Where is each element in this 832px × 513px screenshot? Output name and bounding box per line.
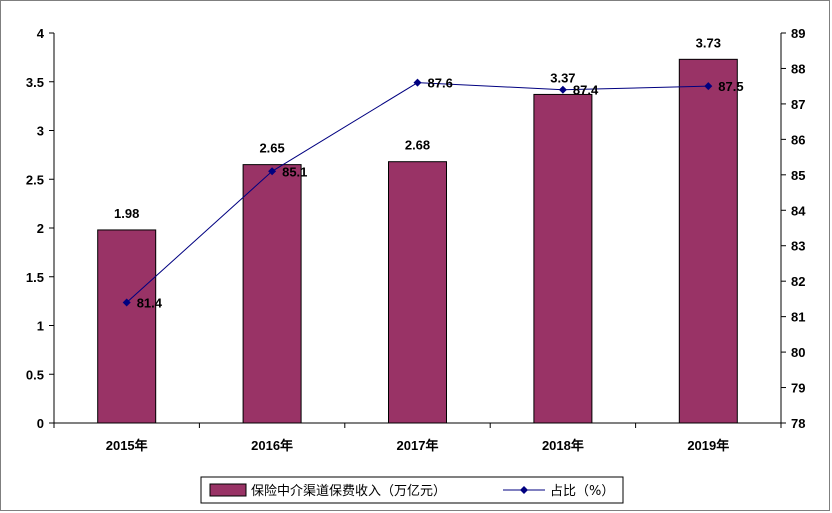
bar-value-label: 2.68 <box>405 138 430 153</box>
bar <box>97 229 157 424</box>
line-point <box>704 82 713 91</box>
y-right-tick-label: 79 <box>791 381 805 396</box>
y-right-tick-label: 81 <box>791 310 805 325</box>
x-tick-label: 2015年 <box>106 438 148 453</box>
y-left-tick-label: 0.5 <box>26 367 44 382</box>
bar <box>388 161 447 424</box>
y-right-tick-label: 86 <box>791 132 805 147</box>
y-left-tick-label: 1 <box>37 319 44 334</box>
y-right-tick-label: 87 <box>791 97 805 112</box>
bar-series <box>97 58 738 424</box>
line-point <box>413 78 422 87</box>
bar-value-label: 2.65 <box>259 141 284 156</box>
line-value-label: 87.5 <box>718 79 743 94</box>
legend-line-label: 占比（%） <box>550 484 614 499</box>
y-left-tick-label: 0 <box>37 416 44 431</box>
x-tick-label: 2018年 <box>542 438 584 453</box>
legend-bar-label: 保险中介渠道保费收入（万亿元） <box>251 484 446 499</box>
bar-value-label: 3.73 <box>696 35 721 50</box>
line-point <box>268 167 277 176</box>
bar <box>678 58 738 424</box>
line-point <box>122 298 131 307</box>
y-right-tick-label: 88 <box>791 61 805 76</box>
line-value-label: 81.4 <box>137 295 163 310</box>
line-value-label: 85.1 <box>282 164 307 179</box>
axes: 0 0.5 1 1.5 2 2.5 3 3.5 4 78 79 80 81 82 83 84 85 86 87 88 8… <box>26 26 806 453</box>
x-tick-label: 2017年 <box>397 438 439 453</box>
legend-bar-swatch <box>209 483 247 497</box>
line-point <box>558 85 567 94</box>
legend-marker <box>520 486 528 494</box>
bar <box>242 164 302 424</box>
y-left-tick-label: 3.5 <box>26 75 44 90</box>
y-left-tick-label: 3 <box>37 124 44 139</box>
y-right-tick-label: 78 <box>791 416 805 431</box>
line-value-label: 87.6 <box>428 76 453 91</box>
y-right-tick-label: 82 <box>791 274 805 289</box>
y-left-tick-label: 1.5 <box>26 270 44 285</box>
bar-value-label: 3.37 <box>550 70 575 85</box>
y-right-tick-label: 83 <box>791 239 805 254</box>
y-right-tick-label: 85 <box>791 168 805 183</box>
bar <box>533 93 593 424</box>
x-tick-label: 2019年 <box>687 438 729 453</box>
y-right-tick-label: 80 <box>791 345 805 360</box>
data-labels: 1.98 2.65 2.68 3.37 3.73 81.4 85.1 87.6 87.4 87.5 <box>114 35 744 310</box>
line-series <box>122 78 713 307</box>
legend: 保险中介渠道保费收入（万亿元） 占比（%） <box>200 476 624 504</box>
y-right-tick-label: 84 <box>791 203 806 218</box>
y-left-tick-label: 4 <box>37 26 45 41</box>
bar-value-label: 1.98 <box>114 206 139 221</box>
line-value-label: 87.4 <box>573 83 599 98</box>
y-right-tick-label: 89 <box>791 26 805 41</box>
legend-box <box>200 476 624 504</box>
y-left-tick-label: 2.5 <box>26 172 44 187</box>
x-tick-label: 2016年 <box>251 438 293 453</box>
y-left-tick-label: 2 <box>37 221 44 236</box>
